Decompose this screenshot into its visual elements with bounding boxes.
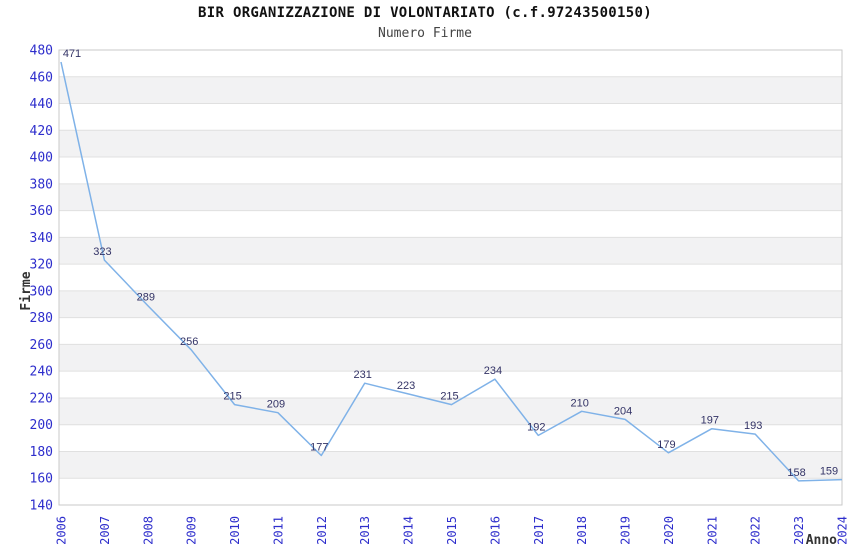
x-tick-2012: 2012 [315, 516, 329, 545]
y-tick-460: 460 [30, 70, 53, 85]
y-tick-280: 280 [30, 311, 53, 326]
band [59, 344, 842, 372]
band [59, 317, 842, 345]
point-labels: 471 323 289 256 215 209 177 231 223 215 234 192 210 2… [63, 48, 838, 479]
point-label-2022: 193 [744, 420, 762, 432]
x-tick-2008: 2008 [141, 516, 155, 545]
point-label-2016: 234 [484, 365, 502, 377]
chart-subtitle: Numero Firme [378, 26, 472, 41]
point-label-2020: 179 [657, 439, 675, 451]
y-tick-480: 480 [30, 44, 53, 59]
band [59, 157, 842, 184]
point-label-2008: 289 [137, 292, 155, 304]
point-label-2019: 204 [614, 405, 632, 417]
x-tick-labels: 2006 2007 2008 2009 2010 2011 2012 2013 2014 2015… [55, 516, 850, 545]
band [59, 50, 842, 77]
x-tick-2024: 2024 [836, 516, 850, 545]
chart-title: BIR ORGANIZZAZIONE DI VOLONTARIATO (c.f.… [198, 5, 652, 21]
x-tick-2011: 2011 [271, 516, 285, 545]
y-tick-140: 140 [30, 499, 53, 514]
y-tick-400: 400 [30, 151, 53, 166]
band [59, 264, 842, 291]
x-tick-2018: 2018 [575, 516, 589, 545]
y-tick-340: 340 [30, 231, 53, 246]
y-tick-labels: 480 460 440 420 400 380 360 340 320 300 280 260 240 2… [30, 44, 53, 514]
x-tick-2019: 2019 [619, 516, 633, 545]
band [59, 397, 842, 425]
point-label-2010: 215 [223, 391, 241, 403]
y-tick-420: 420 [30, 124, 53, 139]
point-label-2023: 158 [787, 467, 805, 479]
band [59, 210, 842, 238]
x-tick-2023: 2023 [792, 516, 806, 545]
y-tick-360: 360 [30, 204, 53, 219]
y-tick-160: 160 [30, 472, 53, 487]
point-label-2024: 159 [820, 466, 838, 478]
x-tick-2009: 2009 [185, 516, 199, 545]
line-series [60, 61, 843, 482]
point-label-2017: 192 [527, 421, 545, 433]
band [59, 451, 842, 479]
point-label-2006: 471 [63, 48, 81, 60]
y-tick-300: 300 [30, 284, 53, 299]
band [59, 424, 842, 452]
band [59, 183, 842, 211]
x-tick-2022: 2022 [749, 516, 763, 545]
band [59, 130, 842, 158]
band [59, 371, 842, 398]
band [59, 290, 842, 318]
x-tick-2020: 2020 [662, 516, 676, 545]
y-tick-220: 220 [30, 391, 53, 406]
point-label-2014: 223 [397, 380, 415, 392]
x-tick-2006: 2006 [55, 516, 69, 545]
band [59, 76, 842, 104]
point-label-2009: 256 [180, 336, 198, 348]
band [59, 478, 842, 505]
x-axis-label: Anno [806, 533, 837, 548]
x-tick-2015: 2015 [445, 516, 459, 545]
x-tick-2014: 2014 [402, 516, 416, 545]
x-tick-2016: 2016 [488, 516, 502, 545]
y-tick-380: 380 [30, 177, 53, 192]
plot-bands [59, 50, 842, 505]
y-tick-240: 240 [30, 365, 53, 380]
x-tick-2013: 2013 [358, 516, 372, 545]
y-gridlines [59, 76, 842, 479]
band [59, 103, 842, 131]
y-tick-440: 440 [30, 97, 53, 112]
x-tick-2010: 2010 [228, 516, 242, 545]
y-tick-200: 200 [30, 418, 53, 433]
point-label-2013: 231 [354, 369, 372, 381]
point-label-2015: 215 [440, 391, 458, 403]
y-tick-320: 320 [30, 258, 53, 273]
point-label-2018: 210 [570, 397, 588, 409]
point-label-2011: 209 [267, 399, 285, 411]
plot-border [58, 49, 843, 506]
point-label-2012: 177 [310, 441, 328, 453]
x-tick-2017: 2017 [532, 516, 546, 545]
band [59, 237, 842, 265]
x-tick-2007: 2007 [98, 516, 112, 545]
y-tick-180: 180 [30, 445, 53, 460]
y-tick-260: 260 [30, 338, 53, 353]
x-tick-2021: 2021 [705, 516, 719, 545]
y-axis-label: Firme [19, 271, 34, 310]
point-label-2007: 323 [93, 246, 111, 258]
point-label-2021: 197 [701, 415, 719, 427]
